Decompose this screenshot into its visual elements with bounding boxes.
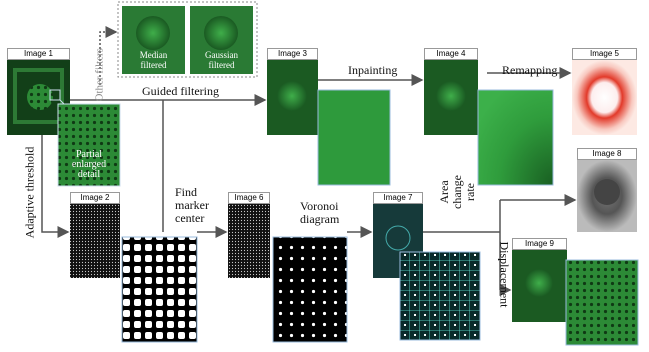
image-3-detail	[318, 90, 390, 185]
edge-label: Guided filtering	[142, 85, 219, 98]
image-2-detail	[122, 237, 197, 342]
edge-label: Find marker center	[175, 186, 225, 225]
image-label: Image 4	[424, 48, 478, 60]
filter-label: Median filtered	[126, 50, 181, 70]
image-label: Image 3	[267, 48, 318, 60]
image-shape	[594, 179, 620, 205]
detail-label: Partial enlarged detail	[60, 150, 118, 180]
image-label: Image 2	[70, 192, 120, 204]
image-shape	[436, 81, 466, 111]
edge-label: Inpainting	[348, 64, 397, 77]
image-label: Image 1	[7, 48, 70, 60]
image-shape	[525, 269, 553, 297]
edge-label: Remapping	[502, 64, 557, 77]
image-label: Image 7	[373, 192, 423, 204]
image-6	[228, 204, 270, 278]
image-label: Image 6	[228, 192, 270, 204]
edge-label: Adaptive threshold	[24, 138, 37, 248]
edge-label: Other filters	[94, 22, 107, 102]
image-2	[70, 204, 120, 278]
image-9-detail	[566, 260, 638, 345]
image-shape	[277, 81, 307, 111]
edge-label: Displacement	[498, 235, 511, 315]
image-label: Image 9	[512, 238, 567, 250]
image-label: Image 5	[572, 48, 637, 60]
image-label: Image 8	[577, 148, 637, 160]
image-6-detail	[273, 237, 347, 342]
filter-label: Gaussian filtered	[194, 50, 249, 70]
image-4-detail	[478, 90, 553, 185]
diagram: Image 1 Image 2 Image 3 Image 4 Image 5 Image…	[0, 0, 649, 352]
image-5	[572, 60, 637, 135]
edge-label: Area change rate	[438, 170, 478, 214]
image-shape	[204, 16, 238, 50]
image-shape	[27, 84, 53, 110]
edge-label: Voronoi diagram	[300, 200, 350, 226]
image-shape	[136, 16, 170, 50]
image-7-detail	[400, 252, 480, 340]
